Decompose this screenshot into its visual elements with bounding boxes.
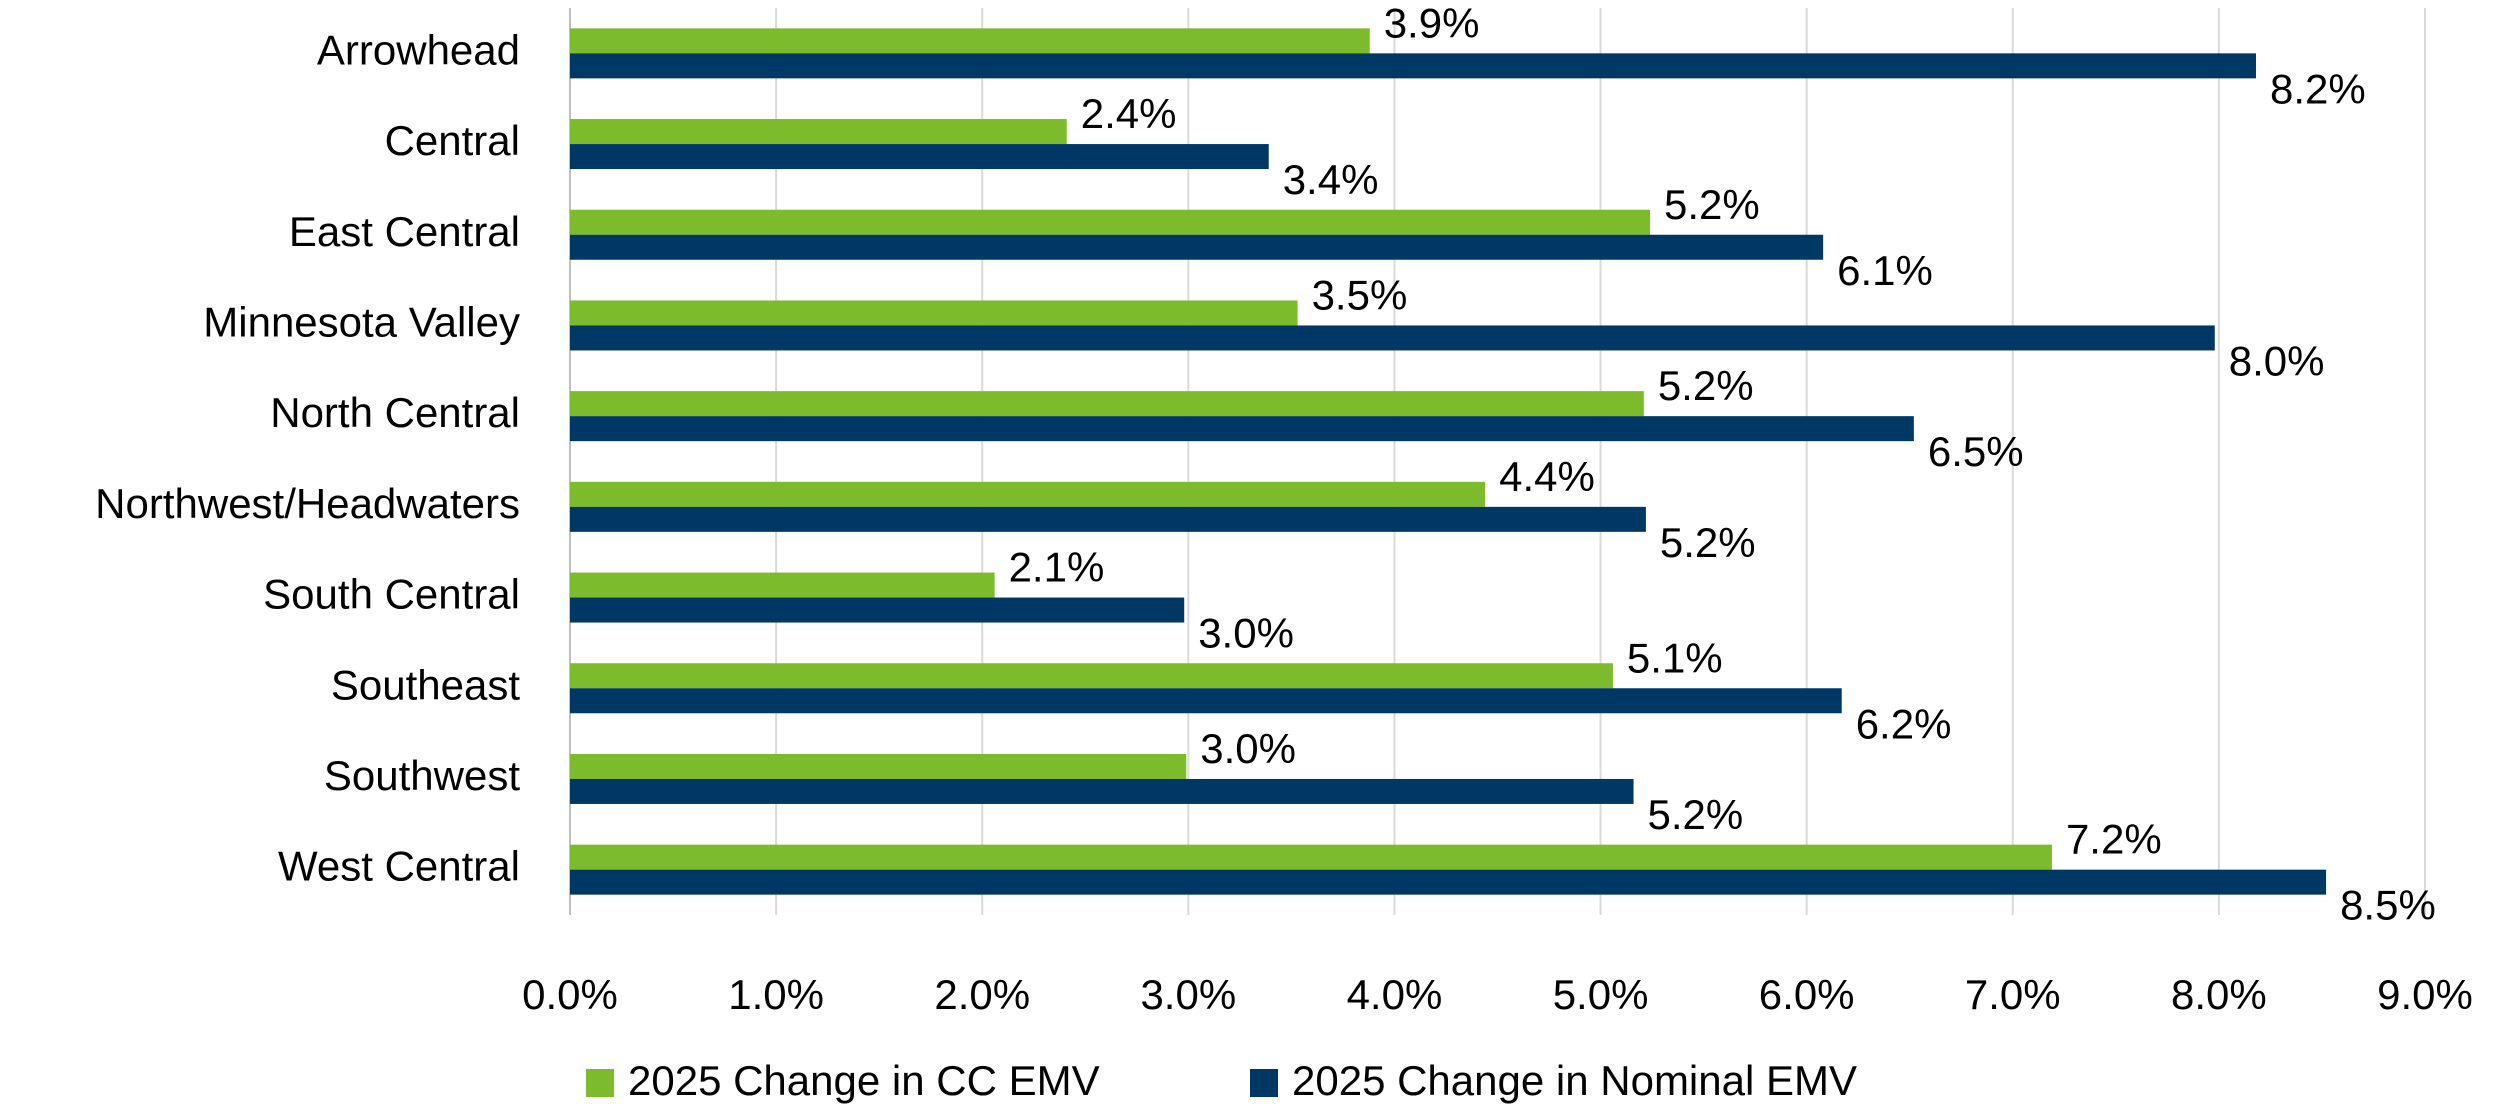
bar bbox=[570, 28, 1370, 54]
bar bbox=[570, 869, 2327, 895]
y-tick-label: North Central bbox=[270, 389, 520, 436]
x-tick-label: 9.0% bbox=[2377, 971, 2473, 1018]
data-label: 8.2% bbox=[2270, 65, 2366, 112]
bar bbox=[570, 53, 2256, 79]
x-tick-label: 8.0% bbox=[2171, 971, 2267, 1018]
y-tick-label: Central bbox=[385, 117, 520, 164]
data-label: 3.9% bbox=[1384, 0, 1480, 46]
data-label: 3.5% bbox=[1312, 272, 1408, 319]
x-tick-label: 5.0% bbox=[1553, 971, 1649, 1018]
y-tick-label: Minnesota Valley bbox=[203, 299, 520, 346]
x-tick-label: 2.0% bbox=[934, 971, 1030, 1018]
bar bbox=[570, 209, 1651, 235]
bar bbox=[570, 144, 1269, 170]
x-tick-label: 4.0% bbox=[1347, 971, 1443, 1018]
y-tick-label: Southeast bbox=[331, 661, 520, 708]
bar bbox=[570, 753, 1187, 779]
x-tick-label: 0.0% bbox=[522, 971, 618, 1018]
data-label: 5.2% bbox=[1664, 181, 1760, 228]
x-tick-label: 7.0% bbox=[1965, 971, 2061, 1018]
bar bbox=[570, 119, 1067, 145]
bar bbox=[570, 506, 1646, 532]
bar bbox=[570, 416, 1914, 442]
data-label: 3.4% bbox=[1283, 156, 1379, 203]
y-tick-label: Arrowhead bbox=[317, 26, 520, 73]
bar bbox=[570, 778, 1634, 804]
legend-swatch bbox=[1250, 1069, 1278, 1097]
bar bbox=[570, 663, 1613, 689]
data-label: 6.2% bbox=[1856, 700, 1952, 747]
data-label: 8.5% bbox=[2340, 882, 2436, 929]
data-label: 5.2% bbox=[1660, 519, 1756, 566]
x-tick-label: 3.0% bbox=[1140, 971, 1236, 1018]
bar bbox=[570, 572, 995, 598]
bar bbox=[570, 688, 1842, 714]
data-label: 6.1% bbox=[1837, 247, 1933, 294]
bar bbox=[570, 300, 1298, 326]
bar bbox=[570, 391, 1644, 417]
data-label: 4.4% bbox=[1499, 453, 1595, 500]
bar bbox=[570, 234, 1824, 260]
legend-label: 2025 Change in CC EMV bbox=[628, 1057, 1100, 1104]
bar bbox=[570, 325, 2215, 351]
y-tick-label: East Central bbox=[289, 208, 520, 255]
data-label: 5.2% bbox=[1658, 362, 1754, 409]
legend-label: 2025 Change in Nominal EMV bbox=[1292, 1057, 1857, 1104]
data-label: 2.1% bbox=[1009, 544, 1105, 591]
data-label: 3.0% bbox=[1198, 610, 1294, 657]
y-tick-label: Northwest/Headwaters bbox=[95, 480, 520, 527]
bar bbox=[570, 481, 1486, 507]
y-tick-label: Southwest bbox=[324, 752, 520, 799]
data-label: 2.4% bbox=[1081, 90, 1177, 137]
data-label: 6.5% bbox=[1928, 428, 2024, 475]
bar bbox=[570, 844, 2052, 870]
data-label: 5.2% bbox=[1648, 791, 1744, 838]
data-label: 8.0% bbox=[2229, 338, 2325, 385]
y-tick-label: South Central bbox=[263, 571, 520, 618]
legend-swatch bbox=[586, 1069, 614, 1097]
data-label: 3.0% bbox=[1200, 725, 1296, 772]
bar bbox=[570, 597, 1185, 623]
data-label: 5.1% bbox=[1627, 634, 1723, 681]
x-tick-label: 1.0% bbox=[728, 971, 824, 1018]
x-tick-label: 6.0% bbox=[1759, 971, 1855, 1018]
data-label: 7.2% bbox=[2066, 816, 2162, 863]
y-tick-label: West Central bbox=[278, 843, 520, 890]
